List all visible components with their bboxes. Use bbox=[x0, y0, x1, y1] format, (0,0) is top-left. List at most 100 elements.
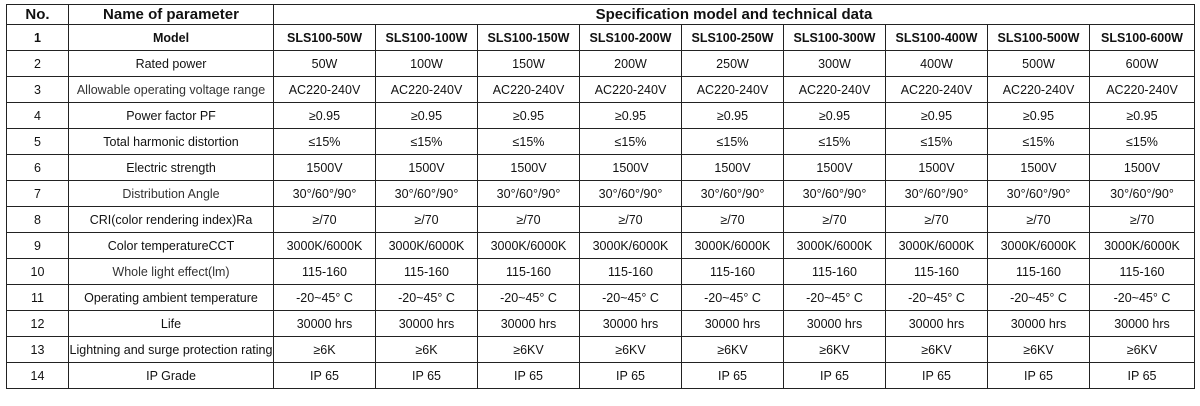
spec-value-cell: ≤15% bbox=[783, 128, 886, 155]
spec-value-cell: ≥6K bbox=[375, 336, 478, 363]
row-number: 14 bbox=[6, 362, 69, 389]
header-spec: Specification model and technical data bbox=[273, 4, 1195, 25]
parameter-name: Model bbox=[68, 24, 274, 51]
spec-value-cell: SLS100-300W bbox=[783, 24, 886, 51]
spec-value-cell: 30°/60°/90° bbox=[783, 180, 886, 207]
spec-value-cell: ≥/70 bbox=[885, 206, 988, 233]
spec-value-cell: ≥/70 bbox=[579, 206, 682, 233]
spec-value-cell: 50W bbox=[273, 50, 376, 77]
row-number: 10 bbox=[6, 258, 69, 285]
row-number: 7 bbox=[6, 180, 69, 207]
spec-value-cell: 115-160 bbox=[579, 258, 682, 285]
spec-value-cell: 115-160 bbox=[987, 258, 1090, 285]
spec-value-cell: 1500V bbox=[783, 154, 886, 181]
spec-value-cell: ≤15% bbox=[1089, 128, 1195, 155]
table-row: 1 Model SLS100-50W SLS100-100W SLS100-150W SL… bbox=[6, 24, 1195, 51]
spec-value-cell: 3000K/6000K bbox=[681, 232, 784, 259]
header-parameter: Name of parameter bbox=[68, 4, 274, 25]
spec-value-cell: 30000 hrs bbox=[681, 310, 784, 337]
spec-value-cell: ≤15% bbox=[477, 128, 580, 155]
spec-value-cell: 300W bbox=[783, 50, 886, 77]
parameter-name: Electric strength bbox=[68, 154, 274, 181]
table-row: 13 Lightning and surge protection rating ≥… bbox=[6, 336, 1195, 363]
spec-value-cell: 1500V bbox=[579, 154, 682, 181]
spec-value-cell: 115-160 bbox=[783, 258, 886, 285]
row-number: 12 bbox=[6, 310, 69, 337]
spec-value-cell: AC220-240V bbox=[1089, 76, 1195, 103]
spec-value-cell: 30000 hrs bbox=[477, 310, 580, 337]
spec-value-cell: 1500V bbox=[1089, 154, 1195, 181]
spec-value-cell: ≥/70 bbox=[273, 206, 376, 233]
spec-value-cell: SLS100-50W bbox=[273, 24, 376, 51]
spec-value-cell: AC220-240V bbox=[579, 76, 682, 103]
spec-value-cell: 30000 hrs bbox=[1089, 310, 1195, 337]
parameter-name: Operating ambient temperature bbox=[68, 284, 274, 311]
spec-value-cell: SLS100-250W bbox=[681, 24, 784, 51]
parameter-name: Power factor PF bbox=[68, 102, 274, 129]
spec-value-cell: -20~45° C bbox=[681, 284, 784, 311]
spec-value-cell: ≤15% bbox=[273, 128, 376, 155]
table-row: 14 IP Grade IP 65 IP 65 IP 65 IP 65 IP 65 IP 65… bbox=[6, 362, 1195, 389]
spec-value-cell: 3000K/6000K bbox=[477, 232, 580, 259]
spec-value-cell: 1500V bbox=[375, 154, 478, 181]
spec-value-cell: 115-160 bbox=[1089, 258, 1195, 285]
spec-value-cell: 3000K/6000K bbox=[1089, 232, 1195, 259]
parameter-name: Rated power bbox=[68, 50, 274, 77]
spec-value-cell: 30°/60°/90° bbox=[579, 180, 682, 207]
spec-value-cell: ≥/70 bbox=[987, 206, 1090, 233]
spec-value-cell: 30°/60°/90° bbox=[987, 180, 1090, 207]
table-header-row: No. Name of parameter Specification mode… bbox=[6, 4, 1195, 25]
spec-value-cell: 30000 hrs bbox=[579, 310, 682, 337]
spec-value-cell: ≥6KV bbox=[579, 336, 682, 363]
spec-value-cell: 1500V bbox=[273, 154, 376, 181]
table-row: 12 Life 30000 hrs 30000 hrs 30000 hrs 30000 h… bbox=[6, 310, 1195, 337]
spec-value-cell: ≤15% bbox=[987, 128, 1090, 155]
parameter-name: Life bbox=[68, 310, 274, 337]
spec-value-cell: AC220-240V bbox=[783, 76, 886, 103]
spec-value-cell: 30000 hrs bbox=[273, 310, 376, 337]
spec-value-cell: AC220-240V bbox=[681, 76, 784, 103]
spec-value-cell: SLS100-200W bbox=[579, 24, 682, 51]
spec-value-cell: SLS100-500W bbox=[987, 24, 1090, 51]
spec-value-cell: ≥0.95 bbox=[783, 102, 886, 129]
row-number: 8 bbox=[6, 206, 69, 233]
spec-value-cell: -20~45° C bbox=[987, 284, 1090, 311]
row-number: 9 bbox=[6, 232, 69, 259]
spec-value-cell: ≥/70 bbox=[477, 206, 580, 233]
row-number: 13 bbox=[6, 336, 69, 363]
table-row: 3 Allowable operating voltage range AC220-… bbox=[6, 76, 1195, 103]
spec-value-cell: ≥0.95 bbox=[681, 102, 784, 129]
spec-value-cell: 30000 hrs bbox=[987, 310, 1090, 337]
table-row: 5 Total harmonic distortion ≤15% ≤15% ≤15% ≤1… bbox=[6, 128, 1195, 155]
row-number: 2 bbox=[6, 50, 69, 77]
spec-value-cell: ≤15% bbox=[579, 128, 682, 155]
spec-value-cell: 100W bbox=[375, 50, 478, 77]
table-row: 9 Color temperatureCCT 3000K/6000K 3000K/60… bbox=[6, 232, 1195, 259]
spec-value-cell: 30°/60°/90° bbox=[273, 180, 376, 207]
parameter-name: Whole light effect(lm) bbox=[68, 258, 274, 285]
spec-value-cell: 30°/60°/90° bbox=[375, 180, 478, 207]
parameter-name: Allowable operating voltage range bbox=[68, 76, 274, 103]
spec-value-cell: -20~45° C bbox=[1089, 284, 1195, 311]
row-number: 3 bbox=[6, 76, 69, 103]
spec-value-cell: -20~45° C bbox=[273, 284, 376, 311]
spec-value-cell: ≥6KV bbox=[783, 336, 886, 363]
spec-value-cell: IP 65 bbox=[681, 362, 784, 389]
spec-value-cell: IP 65 bbox=[375, 362, 478, 389]
spec-value-cell: IP 65 bbox=[885, 362, 988, 389]
row-number: 1 bbox=[6, 24, 69, 51]
spec-value-cell: ≥/70 bbox=[375, 206, 478, 233]
spec-value-cell: 30000 hrs bbox=[375, 310, 478, 337]
spec-value-cell: ≥6KV bbox=[1089, 336, 1195, 363]
spec-value-cell: SLS100-100W bbox=[375, 24, 478, 51]
spec-value-cell: 30°/60°/90° bbox=[885, 180, 988, 207]
spec-value-cell: AC220-240V bbox=[885, 76, 988, 103]
spec-value-cell: SLS100-600W bbox=[1089, 24, 1195, 51]
spec-value-cell: IP 65 bbox=[783, 362, 886, 389]
spec-value-cell: IP 65 bbox=[579, 362, 682, 389]
spec-value-cell: 3000K/6000K bbox=[885, 232, 988, 259]
parameter-name: IP Grade bbox=[68, 362, 274, 389]
spec-value-cell: ≥/70 bbox=[783, 206, 886, 233]
specification-table: No. Name of parameter Specification mode… bbox=[6, 4, 1195, 389]
parameter-name: Total harmonic distortion bbox=[68, 128, 274, 155]
